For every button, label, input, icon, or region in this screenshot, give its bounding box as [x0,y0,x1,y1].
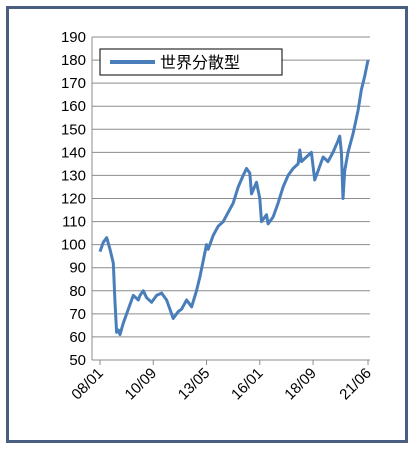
x-tick-labels: 08/01 10/09 13/05 16/01 18/09 21/06 [68,365,375,404]
y-tick-label: 160 [61,98,86,115]
y-tick-label: 110 [62,214,86,231]
y-tick-label: 190 [61,29,86,46]
y-tick-label: 70 [69,306,86,323]
y-tick-label: 180 [61,52,86,69]
y-tick-label: 100 [61,237,86,254]
chart-frame [6,6,408,443]
x-tick-label: 08/01 [68,365,107,404]
x-tick-label: 16/01 [228,365,267,404]
axes [91,37,369,365]
series-line [98,59,370,337]
series-lines [98,59,370,337]
y-tick-label: 140 [61,144,86,161]
y-tick-labels: 50 60 70 80 90 100 110 120 130 140 150 160 170 180 190 [61,29,86,369]
y-tick-label: 130 [61,167,86,184]
y-tick-label: 80 [69,283,86,300]
y-tick-label: 60 [69,329,86,346]
legend: 世界分散型 [99,48,283,76]
y-tick-label: 170 [61,75,86,92]
y-tick-label: 90 [69,260,86,277]
y-tick-label: 120 [61,191,86,208]
x-tick-label: 21/06 [336,365,375,404]
legend-entry: 世界分散型 [160,53,240,72]
y-tick-label: 150 [61,121,86,138]
gridlines [92,36,370,361]
x-tick-label: 18/09 [281,365,320,404]
y-tick-label: 50 [69,352,86,369]
x-tick-label: 10/09 [122,365,161,404]
x-tick-label: 13/05 [175,365,214,404]
